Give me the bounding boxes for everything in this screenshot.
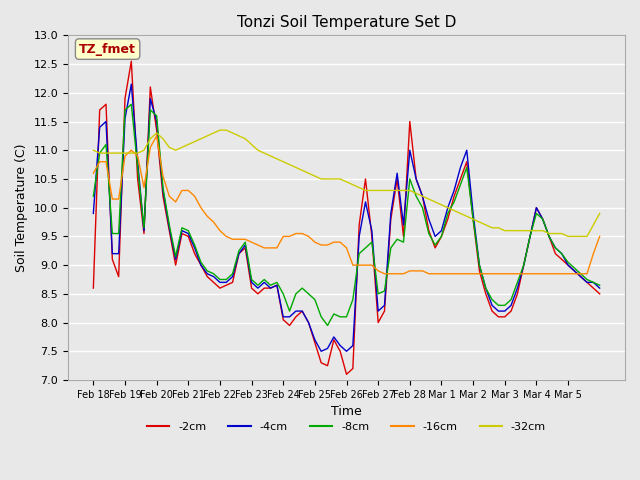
Y-axis label: Soil Temperature (C): Soil Temperature (C) [15, 144, 28, 272]
Title: Tonzi Soil Temperature Set D: Tonzi Soil Temperature Set D [237, 15, 456, 30]
X-axis label: Time: Time [331, 405, 362, 418]
Text: TZ_fmet: TZ_fmet [79, 43, 136, 56]
Legend: -2cm, -4cm, -8cm, -16cm, -32cm: -2cm, -4cm, -8cm, -16cm, -32cm [143, 418, 550, 436]
